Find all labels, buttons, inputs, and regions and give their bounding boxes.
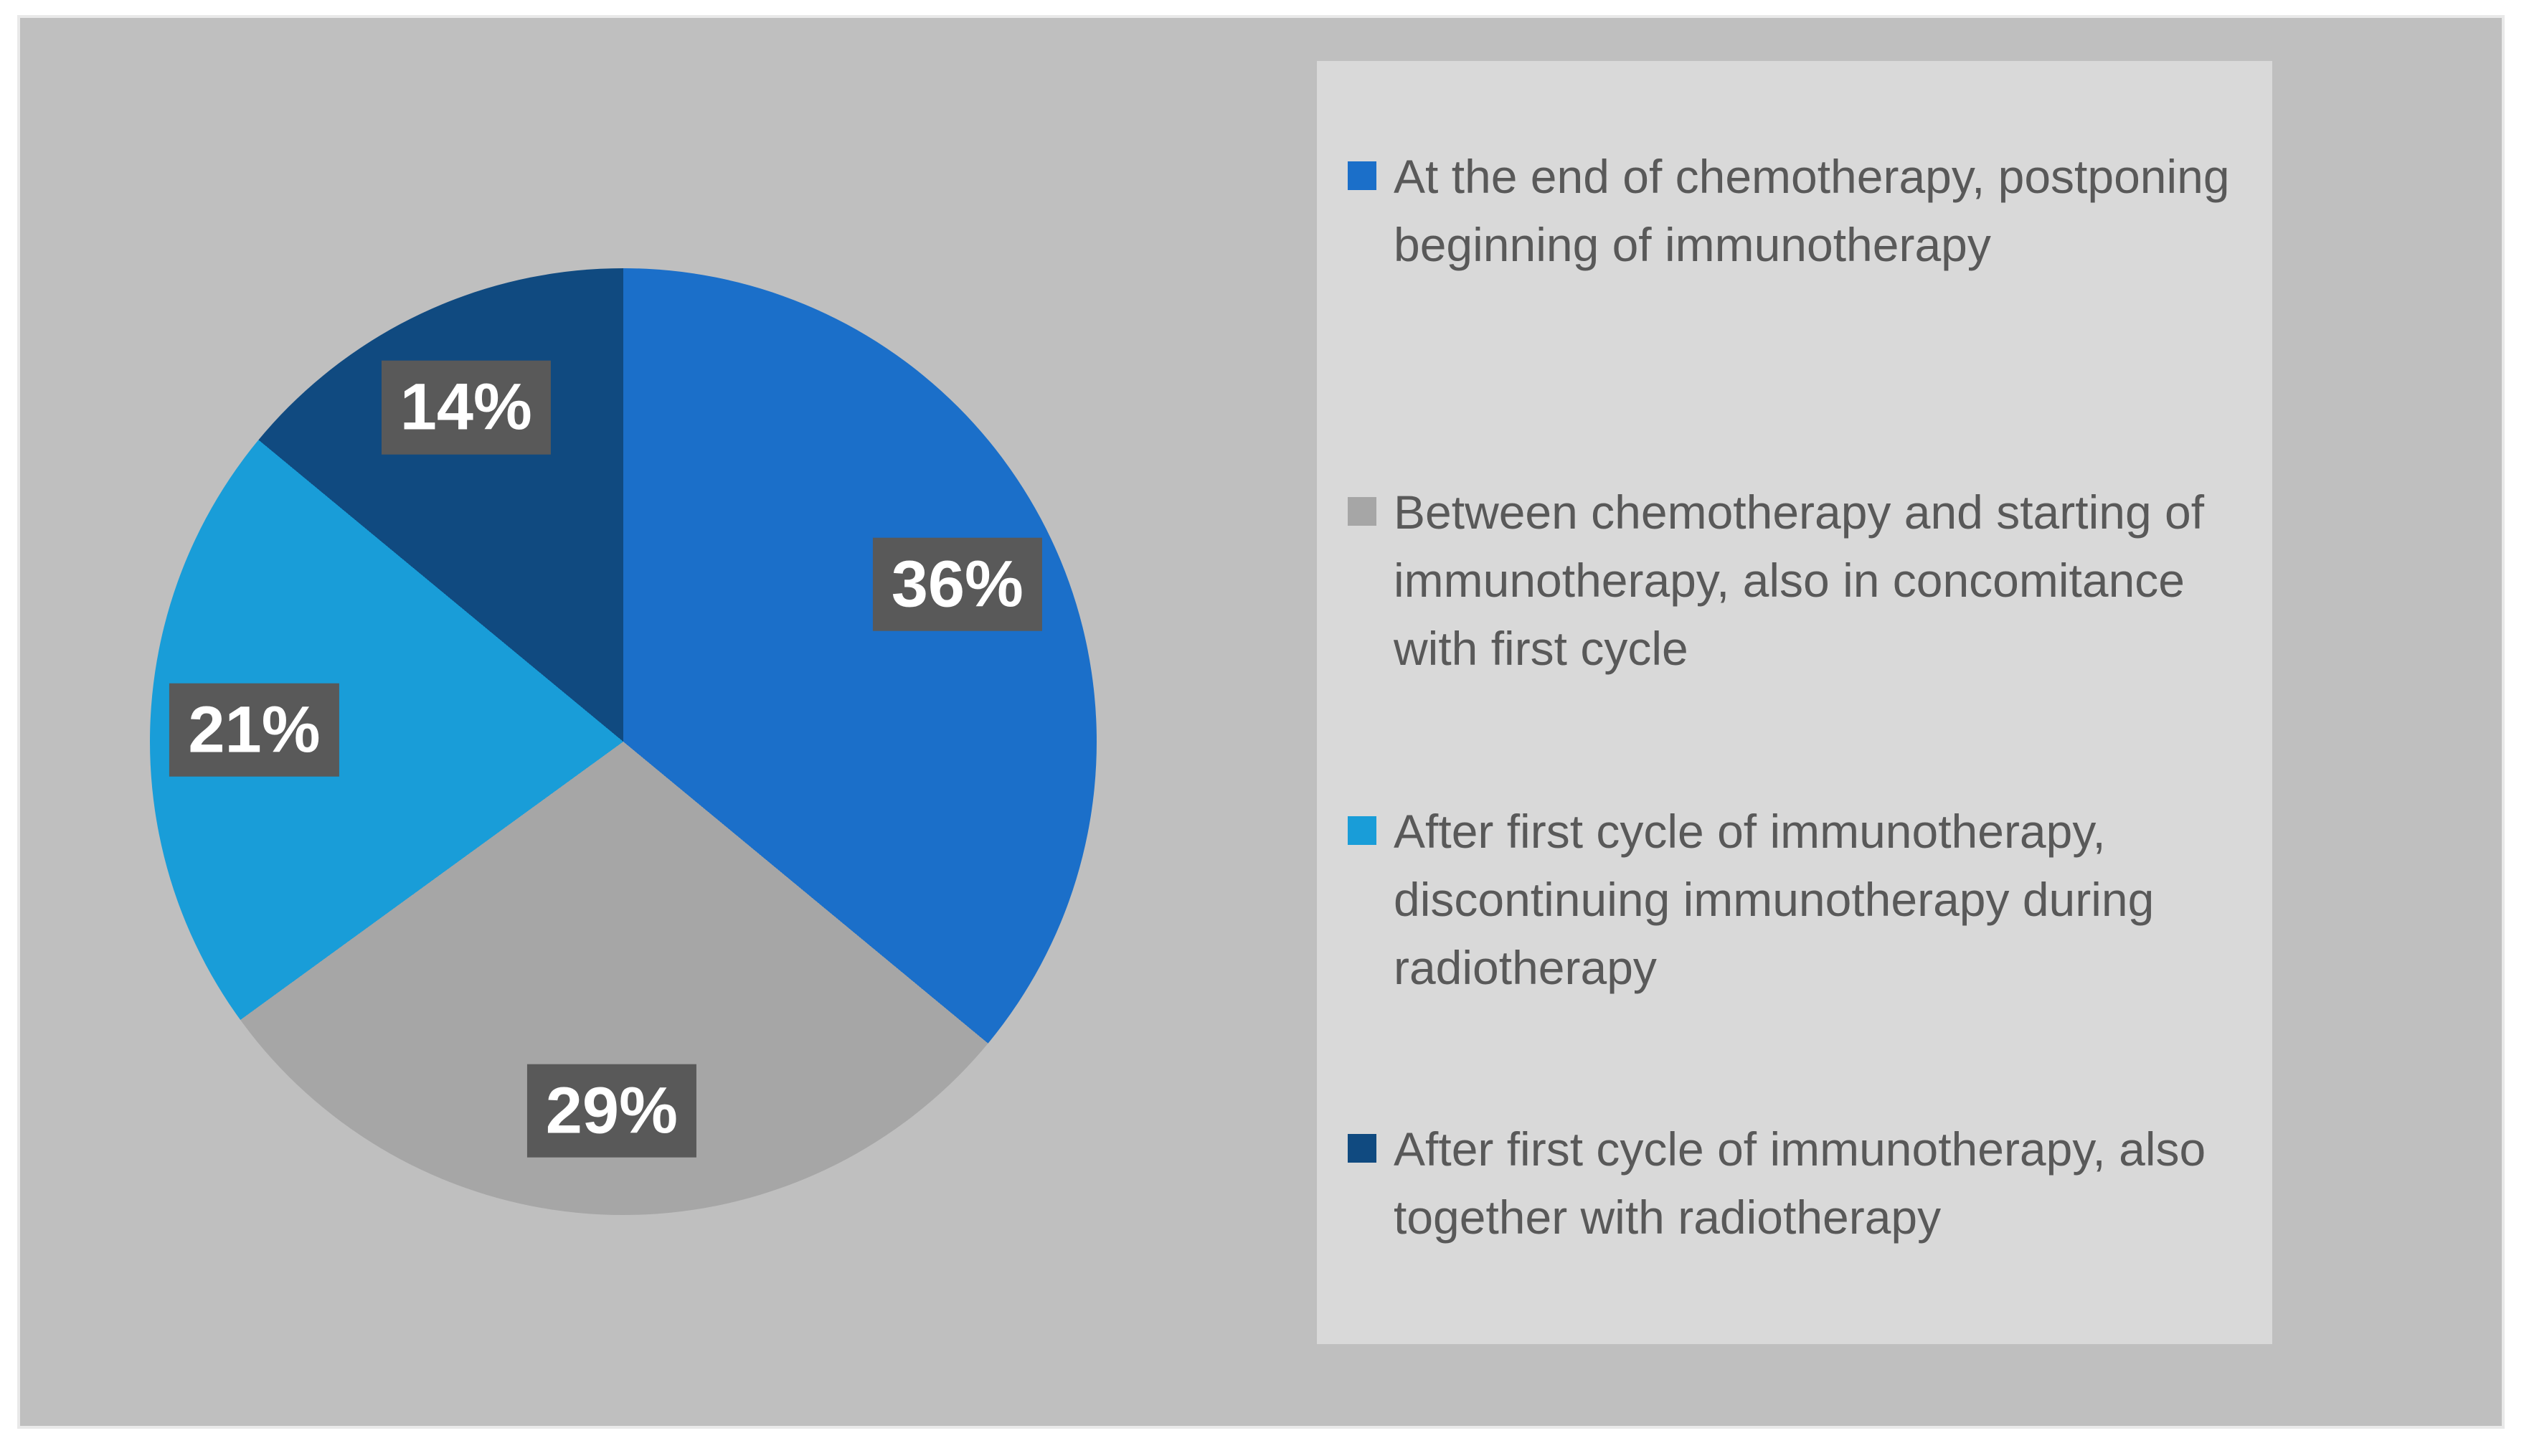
- legend: At the end of chemotherapy, postponing b…: [1317, 61, 2272, 1344]
- legend-item-label: After first cycle of immunotherapy, also…: [1394, 1122, 2206, 1244]
- slice-label: 36%: [872, 537, 1042, 632]
- legend-marker-swatch: [1348, 497, 1376, 526]
- legend-item: After first cycle of immunotherapy, also…: [1348, 1115, 2259, 1252]
- legend-marker-swatch: [1348, 816, 1376, 845]
- legend-item: After first cycle of immunotherapy, disc…: [1348, 798, 2259, 1002]
- legend-marker-swatch: [1348, 1134, 1376, 1163]
- slice-label: 29%: [526, 1064, 696, 1158]
- chart-area: 36% 29% 21% 14% At the end of chemotherapy,…: [17, 15, 2505, 1429]
- legend-item-label: At the end of chemotherapy, postponing b…: [1394, 150, 2230, 271]
- legend-item: At the end of chemotherapy, postponing b…: [1348, 143, 2259, 279]
- legend-item-label: Between chemotherapy and starting of imm…: [1394, 486, 2205, 675]
- slice-label: 14%: [381, 360, 551, 455]
- legend-marker-swatch: [1348, 161, 1376, 190]
- legend-item: Between chemotherapy and starting of imm…: [1348, 478, 2259, 683]
- legend-item-label: After first cycle of immunotherapy, disc…: [1394, 805, 2155, 994]
- slice-label: 21%: [169, 683, 339, 777]
